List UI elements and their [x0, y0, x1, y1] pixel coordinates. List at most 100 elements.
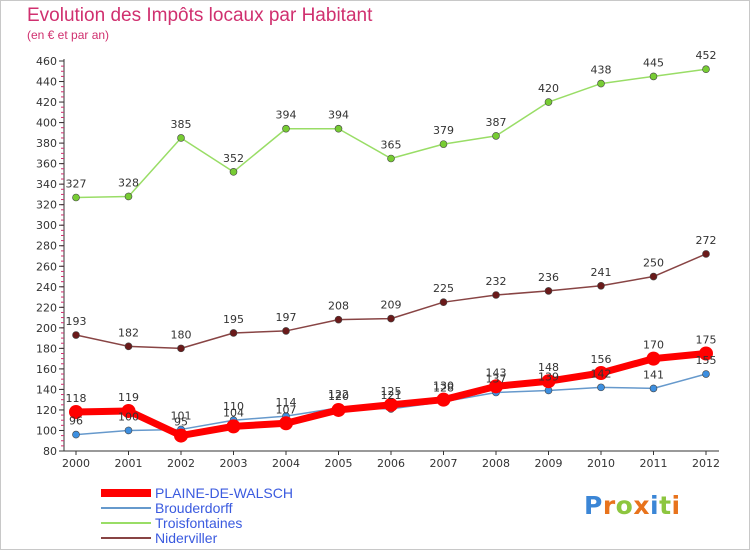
data-label-plaine-de-walsch: 175	[696, 334, 717, 347]
x-tick-label: 2007	[430, 457, 458, 470]
data-label-troisfontaines: 438	[591, 64, 612, 77]
legend-label-brouderdorff: Brouderdorff	[155, 500, 233, 516]
x-tick-label: 2004	[272, 457, 300, 470]
data-point-niderviller	[177, 344, 185, 353]
data-point-plaine-de-walsch	[384, 397, 398, 412]
data-label-niderviller: 232	[486, 275, 507, 288]
y-tick-label: 340	[36, 178, 57, 191]
data-label-troisfontaines: 365	[381, 139, 402, 152]
x-tick-label: 2012	[692, 457, 720, 470]
data-point-niderviller	[702, 250, 710, 258]
y-tick-label: 160	[36, 363, 57, 376]
data-label-niderviller: 208	[328, 300, 349, 313]
logo-letter: x	[633, 491, 650, 520]
data-label-brouderdorff: 110	[223, 400, 244, 413]
y-tick-label: 400	[36, 117, 57, 130]
data-label-brouderdorff: 114	[276, 396, 297, 409]
data-point-troisfontaines	[387, 154, 395, 163]
y-tick-label: 100	[36, 424, 57, 437]
legend-label-troisfontaines: Troisfontaines	[155, 515, 242, 531]
data-label-brouderdorff: 122	[328, 388, 349, 401]
data-label-troisfontaines: 385	[171, 118, 192, 131]
data-point-niderviller	[597, 281, 605, 290]
logo-letter: i	[650, 491, 660, 520]
x-tick-label: 2011	[640, 457, 668, 470]
x-tick-label: 2006	[377, 457, 405, 470]
x-tick-label: 2009	[535, 457, 563, 470]
data-point-brouderdorff	[124, 426, 133, 435]
data-label-plaine-de-walsch: 95	[174, 416, 188, 429]
data-label-plaine-de-walsch: 107	[276, 403, 297, 416]
data-label-brouderdorff: 128	[433, 382, 454, 395]
data-label-niderviller: 197	[276, 311, 297, 324]
data-point-niderviller	[282, 327, 290, 335]
data-label-plaine-de-walsch: 118	[66, 392, 87, 405]
proxiti-logo: Proxiti	[584, 491, 681, 520]
data-label-brouderdorff: 139	[538, 370, 559, 383]
data-point-brouderdorff	[702, 370, 710, 378]
data-point-troisfontaines	[702, 65, 710, 74]
data-label-niderviller: 193	[66, 315, 87, 328]
data-point-plaine-de-walsch	[331, 402, 346, 417]
x-tick-label: 2003	[220, 457, 248, 470]
data-label-brouderdorff: 142	[591, 367, 612, 380]
data-label-niderviller: 195	[223, 313, 244, 326]
data-point-troisfontaines	[229, 168, 238, 176]
y-tick-label: 200	[36, 322, 57, 335]
data-label-plaine-de-walsch: 119	[118, 391, 139, 404]
data-label-brouderdorff: 141	[643, 368, 664, 381]
data-point-troisfontaines	[492, 132, 500, 140]
data-point-brouderdorff	[649, 384, 658, 393]
series-line-troisfontaines	[75, 68, 707, 199]
data-label-brouderdorff: 155	[696, 354, 717, 367]
data-point-troisfontaines	[72, 193, 80, 202]
data-label-niderviller: 225	[433, 282, 454, 295]
x-tick-label: 2002	[167, 457, 195, 470]
y-tick-label: 80	[43, 445, 57, 458]
data-point-brouderdorff	[597, 383, 605, 392]
x-tick-label: 2008	[482, 457, 510, 470]
data-point-plaine-de-walsch	[699, 346, 713, 361]
data-point-niderviller	[124, 342, 133, 351]
data-point-plaine-de-walsch	[646, 351, 661, 366]
y-tick-label: 440	[36, 76, 57, 89]
data-label-plaine-de-walsch: 156	[591, 353, 612, 366]
data-label-plaine-de-walsch: 148	[538, 361, 559, 374]
data-label-plaine-de-walsch: 125	[381, 385, 402, 398]
data-label-troisfontaines: 445	[643, 56, 664, 69]
data-label-brouderdorff: 121	[381, 389, 402, 402]
x-tick-label: 2005	[325, 457, 353, 470]
data-label-troisfontaines: 352	[223, 152, 244, 165]
data-point-troisfontaines	[334, 124, 343, 133]
data-point-troisfontaines	[177, 134, 185, 142]
data-point-troisfontaines	[124, 192, 133, 201]
y-tick-label: 180	[36, 342, 57, 355]
data-label-troisfontaines: 387	[486, 116, 507, 129]
chart-title: Evolution des Impôts locaux par Habitant	[27, 5, 373, 26]
data-label-troisfontaines: 328	[118, 176, 139, 189]
data-label-troisfontaines: 420	[538, 82, 559, 95]
data-label-plaine-de-walsch: 130	[433, 380, 454, 393]
data-label-niderviller: 180	[171, 328, 192, 341]
data-label-niderviller: 182	[118, 326, 139, 339]
data-point-troisfontaines	[649, 72, 658, 81]
data-label-plaine-de-walsch: 120	[328, 390, 349, 403]
data-label-brouderdorff: 137	[486, 373, 507, 386]
data-label-brouderdorff: 96	[69, 415, 83, 428]
data-point-niderviller	[334, 315, 343, 324]
data-label-niderviller: 272	[696, 234, 717, 247]
data-point-niderviller	[229, 329, 238, 337]
logo-letter: P	[584, 491, 603, 520]
data-point-plaine-de-walsch	[541, 374, 556, 389]
y-tick-label: 380	[36, 137, 57, 150]
y-tick-label: 300	[36, 219, 57, 232]
y-tick-label: 260	[36, 260, 57, 273]
data-label-troisfontaines: 394	[328, 109, 349, 122]
y-tick-label: 360	[36, 158, 57, 171]
data-point-plaine-de-walsch	[121, 403, 136, 418]
data-label-brouderdorff: 101	[171, 409, 192, 422]
data-label-troisfontaines: 327	[66, 178, 87, 191]
data-point-plaine-de-walsch	[69, 405, 83, 419]
